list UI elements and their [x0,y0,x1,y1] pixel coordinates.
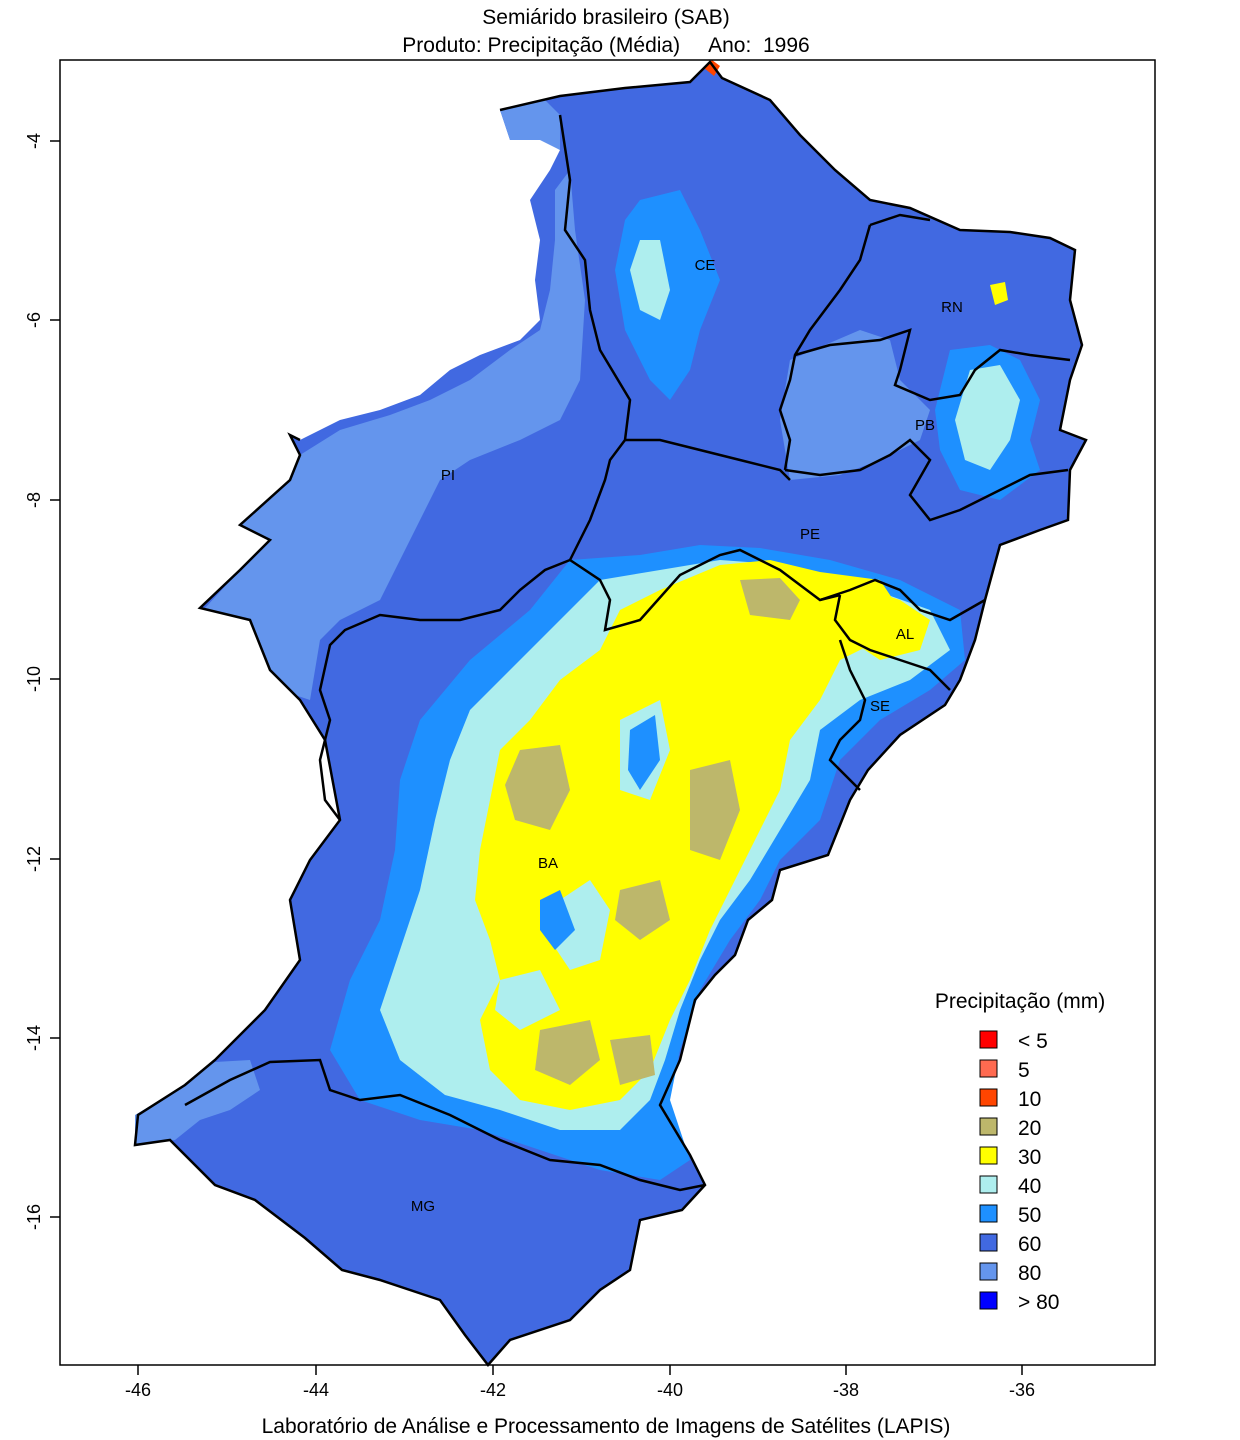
state-labels: CE RN PB PI PE AL SE BA MG [411,257,963,1215]
y-tick-label: -8 [24,492,44,508]
x-tick-label: -44 [303,1380,329,1400]
pe-ba-border [569,548,841,632]
legend-swatch [979,1291,998,1310]
map-subtitle: Produto: Precipitação (Média) Ano: 1996 [402,34,809,57]
x-axis-labels: -46 -44 -42 -40 -38 -36 [125,1380,1035,1400]
legend-swatch [979,1233,998,1252]
footer-credit: Laboratório de Análise e Processamento d… [262,1415,951,1438]
state-label-ba: BA [538,855,558,872]
y-tick-label: -16 [24,1204,44,1230]
state-label-mg: MG [411,1198,435,1215]
legend-swatch [979,1088,998,1107]
patch-20-f [610,1035,655,1085]
legend-title: Precipitação (mm) [935,990,1105,1013]
se-ba-border [828,639,867,791]
pi-ba-border [318,558,571,821]
legend-swatch [979,1030,998,1049]
legend-swatch [979,1146,998,1165]
state-label-se: SE [870,698,890,715]
ce-pe-border [625,438,791,481]
island-50-c [628,715,660,790]
map-title: Semiárido brasileiro (SAB) [482,6,729,29]
patch-20-d [535,1020,600,1085]
state-borders [133,60,1088,1367]
pb-region-80 [780,330,930,480]
legend-label: 60 [1018,1233,1041,1256]
rn-north-border [869,213,931,227]
x-tick-label: -42 [480,1380,506,1400]
plot-frame [59,59,1156,1366]
patch-20-a [740,578,800,620]
al-se-border [833,594,951,691]
ba-mg-border [184,1058,706,1192]
pi-region-80 [205,170,585,700]
x-tick-label: -40 [657,1380,683,1400]
rn-pb-border [794,328,1071,402]
island-40-a [550,880,610,970]
pb-pe-border [784,438,1069,522]
legend-label: 40 [1018,1175,1041,1198]
sab-outline [133,60,1088,1367]
rn-region-30 [990,282,1008,305]
y-tick-label: -14 [24,1025,44,1051]
rn-region-40 [955,365,1020,470]
legend-swatch [979,1175,998,1194]
patch-20-b [505,745,570,830]
x-tick-label: -36 [1009,1380,1035,1400]
island-50-d [540,890,575,950]
legend: Precipitação (mm) < 5 5 10 20 30 40 50 60 80 > 80 [935,990,1105,1314]
legend-label: 80 [1018,1262,1041,1285]
y-tick-label: -10 [24,666,44,692]
x-tick-label: -38 [833,1380,859,1400]
precipitation-regions [135,60,1086,1365]
patch-20-e [615,880,670,940]
legend-label: 20 [1018,1117,1041,1140]
legend-label: 30 [1018,1146,1041,1169]
state-label-pe: PE [800,526,820,543]
ce-region-40 [630,240,670,320]
y-axis [50,140,60,1218]
legend-swatch [979,1204,998,1223]
y-axis-labels: -4 -6 -8 -10 -12 -14 -16 [24,133,44,1230]
state-label-pi: PI [441,467,455,484]
legend-swatch [979,1117,998,1136]
central-region-30 [475,560,900,1110]
y-tick-label: -4 [24,133,44,149]
patch-20-c [690,760,740,860]
pe-al-border [819,578,986,622]
legend-label: > 80 [1018,1291,1059,1314]
island-40-e [495,970,560,1030]
state-label-ce: CE [695,257,716,274]
state-label-rn: RN [941,299,963,316]
legend-label: 10 [1018,1088,1041,1111]
legend-label: < 5 [1018,1030,1048,1053]
legend-swatch [979,1262,998,1281]
legend-items: < 5 5 10 20 30 40 50 60 80 > 80 [979,1030,1059,1314]
legend-label: 50 [1018,1204,1041,1227]
y-tick-label: -12 [24,846,44,872]
x-axis [137,1365,1023,1375]
state-label-pb: PB [915,417,935,434]
y-tick-label: -6 [24,312,44,328]
legend-swatch [979,1059,998,1078]
state-label-al: AL [896,626,914,643]
ce-region-80 [500,100,560,150]
legend-label: 5 [1018,1059,1030,1082]
ce-pi-border [558,114,632,561]
x-tick-label: -46 [125,1380,151,1400]
